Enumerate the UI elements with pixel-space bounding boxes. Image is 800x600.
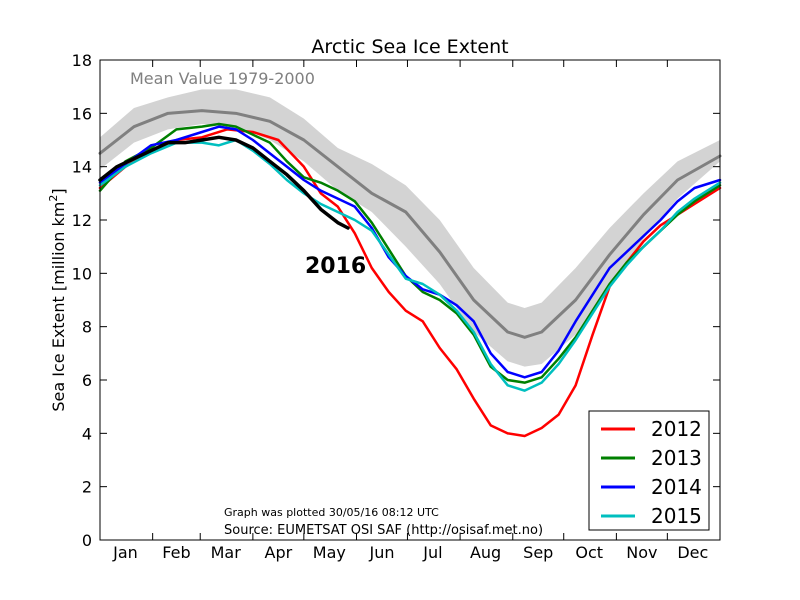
legend-box bbox=[588, 410, 710, 531]
legend-label-2014: 2014 bbox=[651, 475, 702, 499]
month-label-nov: Nov bbox=[626, 543, 657, 562]
source-note: Source: EUMETSAT OSI SAF (http://osisaf.… bbox=[224, 523, 543, 538]
y-axis-label-tail: ] bbox=[49, 188, 68, 194]
month-label-jun: Jun bbox=[368, 543, 394, 562]
legend-layer: 2012 2013 2014 2015 bbox=[588, 410, 710, 531]
y-tick-label-0: 0 bbox=[82, 531, 92, 550]
month-label-apr: Apr bbox=[265, 543, 293, 562]
legend-label-2013: 2013 bbox=[651, 446, 702, 470]
y-axis-label-superscript: 2 bbox=[47, 195, 60, 202]
month-label-oct: Oct bbox=[575, 543, 603, 562]
y-tick-label-2: 2 bbox=[82, 478, 92, 497]
y-tick-label-6: 6 bbox=[82, 371, 92, 390]
y-axis-label: Sea Ice Extent [million km2] bbox=[47, 188, 68, 411]
plot-frame bbox=[99, 59, 721, 541]
month-label-jan: Jan bbox=[112, 543, 138, 562]
label-2016: 2016 bbox=[305, 254, 366, 279]
legend-label-2015: 2015 bbox=[651, 504, 702, 528]
band-layer bbox=[100, 89, 720, 367]
y-tick-label-8: 8 bbox=[82, 318, 92, 337]
mean-layer bbox=[98, 109, 722, 339]
climatology-range-band bbox=[100, 89, 720, 367]
series-line-2015 bbox=[98, 138, 722, 392]
mean-line bbox=[98, 109, 722, 339]
month-label-sep: Sep bbox=[523, 543, 553, 562]
y-tick-label-12: 12 bbox=[72, 211, 92, 230]
series-layer bbox=[98, 122, 722, 438]
series-line-2016 bbox=[98, 135, 350, 230]
y-tick-label-10: 10 bbox=[72, 264, 92, 283]
month-label-mar: Mar bbox=[211, 543, 242, 562]
legend-label-2012: 2012 bbox=[651, 417, 702, 441]
plot-date-note: Graph was plotted 30/05/16 08:12 UTC bbox=[224, 506, 439, 519]
series-line-2014 bbox=[98, 125, 722, 379]
month-label-jul: Jul bbox=[422, 543, 442, 562]
mean-value-label: Mean Value 1979-2000 bbox=[130, 69, 315, 88]
month-label-aug: Aug bbox=[470, 543, 501, 562]
y-tick-label-14: 14 bbox=[72, 158, 92, 177]
y-tick-label-18: 18 bbox=[72, 51, 92, 70]
month-label-feb: Feb bbox=[162, 543, 190, 562]
y-axis-label-main: Sea Ice Extent [million km bbox=[49, 202, 68, 412]
axis-layer: 0 2 4 6 8 10 12 14 16 18 Jan Feb Mar Apr May Jun Jul Aug S… bbox=[72, 51, 720, 562]
month-label-dec: Dec bbox=[677, 543, 708, 562]
y-tick-label-4: 4 bbox=[82, 424, 92, 443]
chart-title: Arctic Sea Ice Extent bbox=[311, 36, 508, 58]
series-line-2013 bbox=[98, 122, 722, 384]
month-label-may: May bbox=[313, 543, 346, 562]
y-tick-label-16: 16 bbox=[72, 104, 92, 123]
